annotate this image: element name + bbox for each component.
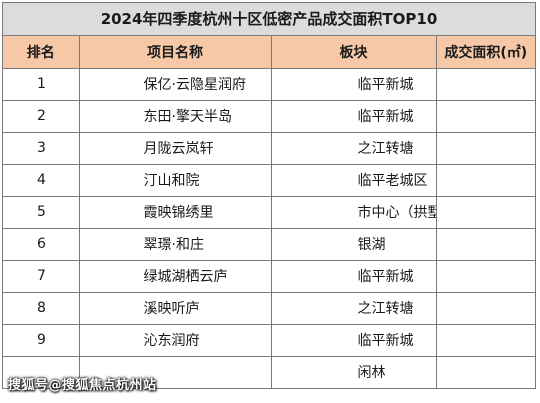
header-value: 成交面积(㎡): [435, 36, 535, 69]
deal-area-cell: 9614: [435, 259, 535, 293]
project-name-cell: 沁东润府: [78, 323, 272, 357]
area-cell: 之江转塘: [270, 131, 437, 165]
project-name-cell: 汀山和院: [78, 163, 272, 197]
table-row: 闲林6372: [3, 355, 535, 388]
table-row: 4汀山和院临平老城区11208: [3, 163, 535, 197]
rank-cell: 5: [3, 195, 80, 229]
table-row: 7绿城湖栖云庐临平新城9614: [3, 259, 535, 293]
rank-cell: 6: [3, 227, 80, 261]
project-name-cell: 月陇云岚轩: [78, 131, 272, 165]
rank-cell: 3: [3, 131, 80, 165]
table-row: 1保亿·云隐星润府临平新城20494: [3, 67, 535, 101]
table-row: 8溪映听庐之江转塘9091: [3, 291, 535, 325]
deal-area-cell: 10969: [435, 195, 535, 229]
project-name-cell: 霞映锦绣里: [78, 195, 272, 229]
area-cell: 市中心（拱墅): [270, 195, 437, 229]
ranking-table-frame: 2024年四季度杭州十区低密产品成交面积TOP10 排名 项目名称 板块 成交面…: [2, 2, 536, 389]
deal-area-cell: 16420: [435, 99, 535, 133]
table-row: 9沁东润府临平新城9011: [3, 323, 535, 357]
area-cell: 临平老城区: [270, 163, 437, 197]
table-row: 2东田·擎天半岛临平新城16420: [3, 99, 535, 133]
table-row: 6翠璟·和庄银湖10102: [3, 227, 535, 261]
rank-cell: 4: [3, 163, 80, 197]
rank-cell: 9: [3, 323, 80, 357]
rank-cell: 8: [3, 291, 80, 325]
project-name-cell: 绿城湖栖云庐: [78, 259, 272, 293]
project-name-cell: [78, 355, 272, 388]
deal-area-cell: 13419: [435, 131, 535, 165]
project-name-cell: 东田·擎天半岛: [78, 99, 272, 133]
project-name-cell: 保亿·云隐星润府: [78, 67, 272, 101]
area-cell: 银湖: [270, 227, 437, 261]
rank-cell: [3, 355, 80, 388]
rank-cell: 7: [3, 259, 80, 293]
project-name-cell: 翠璟·和庄: [78, 227, 272, 261]
rank-cell: 2: [3, 99, 80, 133]
header-rank: 排名: [3, 36, 80, 69]
header-project: 项目名称: [78, 36, 272, 69]
area-cell: 临平新城: [270, 323, 437, 357]
header-row: 排名 项目名称 板块 成交面积(㎡): [3, 36, 535, 69]
project-name-cell: 溪映听庐: [78, 291, 272, 325]
deal-area-cell: 6372: [435, 355, 535, 388]
ranking-table: 排名 项目名称 板块 成交面积(㎡) 1保亿·云隐星润府临平新城204942东田…: [3, 36, 535, 388]
header-area: 板块: [270, 36, 437, 69]
deal-area-cell: 10102: [435, 227, 535, 261]
deal-area-cell: 20494: [435, 67, 535, 101]
area-cell: 临平新城: [270, 99, 437, 133]
watermark-text: 搜狐号@搜狐焦点杭州站: [8, 378, 157, 393]
area-cell: 临平新城: [270, 67, 437, 101]
area-cell: 临平新城: [270, 259, 437, 293]
deal-area-cell: 11208: [435, 163, 535, 197]
area-cell: 闲林: [270, 355, 437, 388]
rank-cell: 1: [3, 67, 80, 101]
table-row: 3月陇云岚轩之江转塘13419: [3, 131, 535, 165]
deal-area-cell: 9011: [435, 323, 535, 357]
deal-area-cell: 9091: [435, 291, 535, 325]
table-title: 2024年四季度杭州十区低密产品成交面积TOP10: [3, 3, 535, 36]
area-cell: 之江转塘: [270, 291, 437, 325]
